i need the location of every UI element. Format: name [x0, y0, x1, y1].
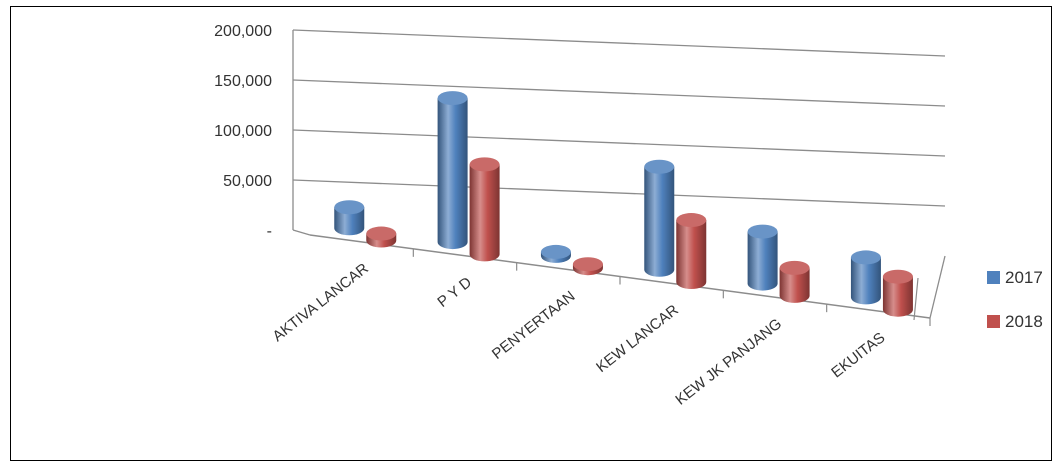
gridline [292, 129, 946, 157]
y-tick-label: 100,000 [214, 123, 272, 140]
bar-body [469, 164, 500, 262]
floor-right-edge [929, 255, 946, 319]
bar-2017-4 [747, 224, 778, 291]
bar-top [540, 244, 571, 259]
y-tick-label: 50,000 [223, 173, 272, 190]
bar-body [676, 220, 707, 290]
y-tick-label: - [267, 223, 272, 240]
bar-top [676, 213, 707, 228]
bar-top [850, 250, 881, 265]
y-tick-label: 200,000 [214, 23, 272, 40]
bar-2018-5 [882, 269, 913, 317]
bar-2018-2 [572, 257, 603, 276]
bar-body [747, 231, 778, 291]
bar-2017-2 [540, 244, 571, 263]
legend-label-2017: 2017 [1005, 268, 1043, 287]
bar-top [882, 269, 913, 284]
gridline [292, 179, 946, 207]
bar-body [779, 267, 810, 303]
gridlines [292, 29, 946, 236]
bar-top [334, 200, 365, 215]
legend-swatch-2017 [987, 271, 1000, 284]
bar-top [366, 226, 397, 241]
bar-top [779, 260, 810, 275]
bar-top [644, 159, 675, 174]
floor-left-edge [292, 229, 311, 236]
x-tick-label: KEW LANCAR [593, 301, 682, 376]
bar-body [334, 207, 365, 236]
x-tick-label: P Y D [434, 274, 475, 311]
x-tick-label: EKUITAS [828, 329, 888, 381]
bar-2017-3 [644, 159, 675, 277]
legend-label-2018: 2018 [1005, 312, 1043, 331]
bar-2018-4 [779, 260, 810, 303]
bar-2017-1 [437, 91, 468, 250]
gridline [292, 29, 946, 57]
bar-2017-5 [850, 250, 881, 305]
bar-2018-3 [676, 213, 707, 290]
bar-top [747, 224, 778, 239]
bar-body [882, 276, 913, 317]
bar-top [469, 157, 500, 172]
bar-body [850, 257, 881, 305]
bar-2018-0 [366, 226, 397, 248]
x-tick-label: KEW JK PANJANG [672, 315, 785, 408]
bar-body [437, 98, 468, 250]
bar-top [572, 257, 603, 272]
bar-top [437, 91, 468, 106]
right-wall-edge [913, 277, 919, 321]
bar-2018-1 [469, 157, 500, 262]
x-tick-label: AKTIVA LANCAR [270, 260, 372, 345]
legend-swatch-2018 [987, 315, 1000, 328]
chart-frame [10, 6, 1052, 461]
y-tick-label: 150,000 [214, 73, 272, 90]
bar-body [644, 166, 675, 277]
gridline [292, 79, 946, 107]
bar-2017-0 [334, 200, 365, 236]
x-tick-label: PENYERTAAN [489, 288, 579, 363]
